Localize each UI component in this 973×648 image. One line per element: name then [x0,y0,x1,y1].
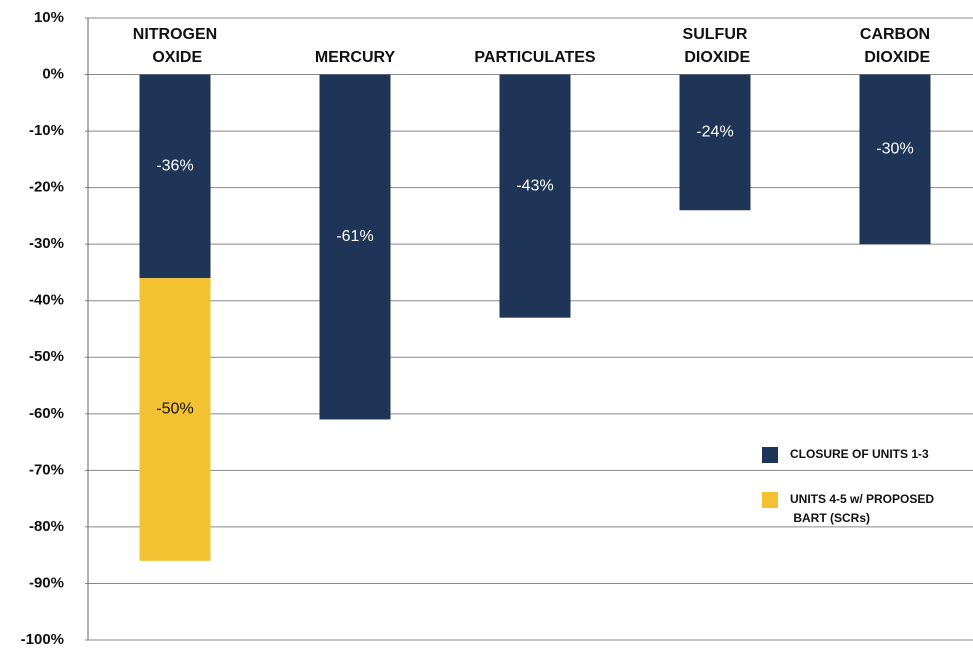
bar [319,74,391,420]
bar [679,74,751,211]
data-label: -30% [876,141,913,158]
y-tick-label: -60% [29,405,64,422]
y-tick-label: -50% [29,348,64,365]
legend-label: CLOSURE OF UNITS 1-3 [790,447,929,461]
y-tick-label: -10% [29,122,64,139]
y-tick-label: -70% [29,461,64,478]
x-tick-label: PARTICULATES [474,49,596,66]
x-tick-label: CARBON DIOXIDE [860,26,931,66]
y-tick-label: -30% [29,235,64,252]
legend-swatch [762,492,778,508]
y-tick-label: -20% [29,179,64,196]
y-tick-label: -80% [29,518,64,535]
x-tick-label: SULFUR DIOXIDE [680,26,751,66]
data-label: -24% [696,124,733,141]
legend-label: UNITS 4-5 w/ PROPOSED BART (SCRs) [790,492,934,525]
bar [499,74,571,318]
y-tick-label: -100% [21,631,64,648]
x-tick-label: MERCURY [315,49,396,66]
bar [139,278,211,561]
bar [139,74,211,279]
bar [859,74,931,245]
y-tick-label: 10% [34,9,64,26]
data-label: -43% [516,177,553,194]
data-label: -36% [156,158,193,175]
y-tick-label: -90% [29,574,64,591]
y-tick-label: -40% [29,292,64,309]
x-tick-label: NITROGEN OXIDE [133,26,217,66]
y-tick-label: 0% [42,66,64,83]
legend-swatch [762,447,778,463]
data-label: -50% [156,401,193,418]
data-label: -61% [336,228,373,245]
